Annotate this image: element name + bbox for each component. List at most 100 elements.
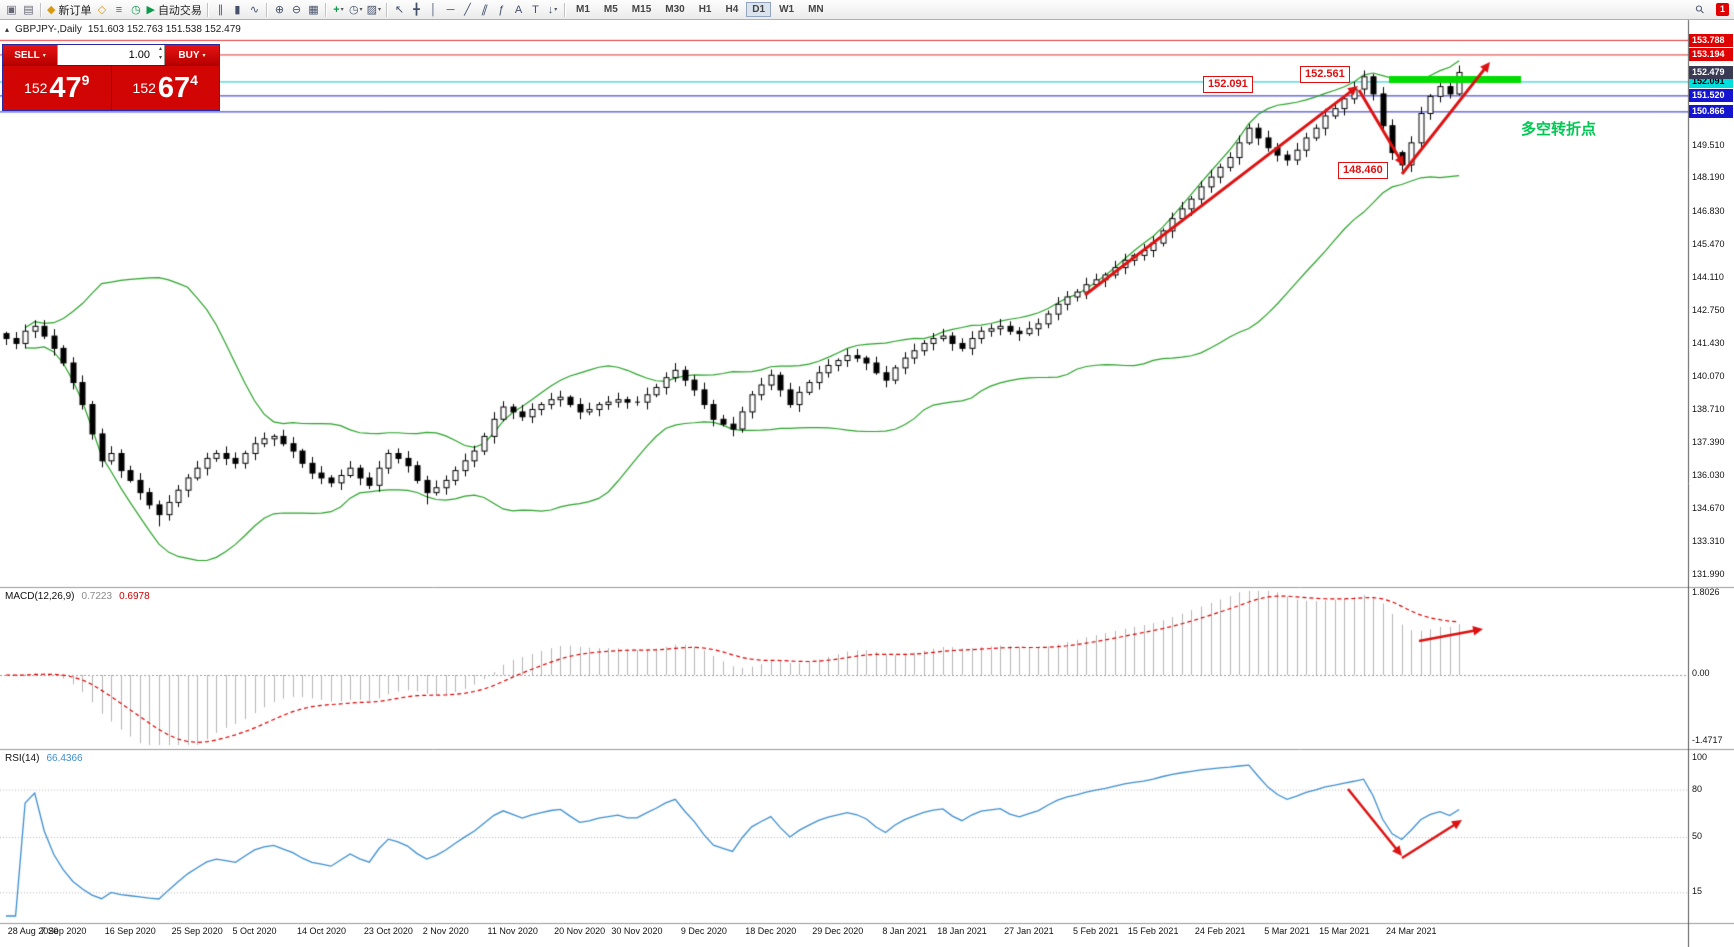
- indicators-button[interactable]: + ▾: [330, 1, 347, 19]
- date-axis-label: 5 Mar 2021: [1264, 926, 1310, 936]
- date-axis-label: 30 Nov 2020: [611, 926, 663, 936]
- channel-glyph: ∥: [479, 4, 490, 16]
- arrows-button[interactable]: ↓ ▾: [544, 1, 561, 19]
- date-axis-label: 24 Feb 2021: [1194, 926, 1246, 936]
- timeframe-m30[interactable]: M30: [659, 2, 690, 17]
- date-axis-label: 28 Aug 2020: [7, 926, 59, 936]
- sell-button[interactable]: SELL ▾: [3, 45, 57, 65]
- timeframe-m5[interactable]: M5: [598, 2, 624, 17]
- timeframe-w1[interactable]: W1: [773, 2, 800, 17]
- one-click-toggle-icon[interactable]: ▴: [5, 25, 10, 34]
- timeframe-mn[interactable]: MN: [802, 2, 830, 17]
- price-badge: 152.479: [1689, 65, 1733, 79]
- indicators-add-icon: +: [333, 3, 340, 16]
- timeframe-m15[interactable]: M15: [626, 2, 657, 17]
- date-axis-label: 2 Nov 2020: [422, 926, 469, 936]
- price-axis-tick: 134.670: [1692, 503, 1725, 514]
- buy-button[interactable]: BUY ▾: [165, 45, 219, 65]
- bar-chart-icon[interactable]: ∥: [212, 1, 229, 19]
- price-callout-152091[interactable]: 152.091: [1203, 76, 1253, 93]
- macd-scale-zero: 0.00: [1692, 668, 1710, 678]
- price-axis-tick: 144.110: [1692, 272, 1724, 283]
- timeframe-m1[interactable]: M1: [570, 2, 596, 17]
- chart-title: GBPJPY-,Daily: [15, 24, 82, 35]
- rsi-scale-50: 50: [1692, 831, 1703, 841]
- rsi-name: RSI(14): [5, 753, 40, 764]
- buy-price-pip: 4: [190, 72, 198, 88]
- chart-ohlc: 151.603 152.763 151.538 152.479: [87, 24, 241, 35]
- chevron-down-icon: ▾: [340, 7, 344, 13]
- trendline-icon[interactable]: ╱: [459, 1, 476, 19]
- timeframe-h1[interactable]: H1: [693, 2, 718, 17]
- chevron-down-icon: ▾: [377, 7, 381, 13]
- price-axis-tick: 138.710: [1692, 404, 1725, 415]
- new-order-button[interactable]: ◆ 新订单: [45, 1, 93, 19]
- trade-panel-top-row: SELL ▾ 1.00 ▴ ▾ BUY ▾: [3, 45, 219, 66]
- candlestick-chart-icon[interactable]: ▮: [229, 1, 246, 19]
- text-icon[interactable]: A: [510, 1, 527, 19]
- price-axis-tick: 131.990: [1692, 568, 1725, 579]
- price-axis-tick: 146.830: [1692, 205, 1725, 216]
- volume-input[interactable]: 1.00 ▴ ▾: [57, 45, 165, 65]
- price-axis-tick: 140.070: [1692, 370, 1725, 381]
- history-center-icon[interactable]: ◷: [127, 1, 144, 19]
- chevron-down-icon: ▾: [554, 7, 558, 13]
- date-axis-label: 24 Mar 2021: [1386, 926, 1437, 936]
- rsi-scale-15: 15: [1692, 886, 1703, 896]
- zoom-out-icon[interactable]: ⊖: [288, 1, 305, 19]
- notification-badge[interactable]: 1: [1716, 3, 1729, 16]
- crosshair-icon[interactable]: ╋: [408, 1, 425, 19]
- date-axis-label: 27 Jan 2021: [1004, 926, 1054, 936]
- date-axis-label: 15 Mar 2021: [1319, 926, 1370, 936]
- toolbar-separator: [385, 2, 388, 17]
- vertical-line-icon[interactable]: │: [425, 1, 442, 19]
- auto-trading-button[interactable]: ▶ 自动交易: [144, 1, 203, 19]
- spinner-up-icon[interactable]: ▴: [158, 46, 162, 52]
- text-label-icon[interactable]: T: [527, 1, 544, 19]
- trade-panel-prices: 152 47 9 152 67 4: [3, 66, 219, 110]
- horizontal-line-icon[interactable]: ─: [442, 1, 459, 19]
- spinner-down-icon[interactable]: ▾: [158, 55, 162, 61]
- buy-label: BUY: [178, 49, 200, 61]
- one-click-trading-panel: SELL ▾ 1.00 ▴ ▾ BUY ▾ 152 47 9 152 67 4: [2, 44, 220, 111]
- chart-window-icon[interactable]: ▣: [3, 1, 20, 19]
- chev​ron-down-icon: ▾: [202, 52, 206, 59]
- profiles-icon[interactable]: ▤: [20, 1, 37, 19]
- channel-icon[interactable]: ∥: [476, 1, 493, 19]
- timeframe-d1[interactable]: D1: [746, 2, 772, 17]
- periods-button[interactable]: ◷ ▾: [347, 1, 365, 19]
- tile-windows-icon[interactable]: ▦: [305, 1, 322, 19]
- zoom-in-icon[interactable]: ⊕: [271, 1, 288, 19]
- date-axis-label: 15 Feb 2021: [1127, 926, 1179, 936]
- date-axis-label: 18 Dec 2020: [745, 926, 797, 936]
- cursor-icon[interactable]: ↖: [391, 1, 408, 19]
- templates-button[interactable]: ▨ ▾: [365, 1, 383, 19]
- line-chart-icon[interactable]: ∿: [246, 1, 263, 19]
- toolbar-separator: [206, 2, 209, 17]
- periods-icon: ◷: [348, 4, 359, 16]
- date-axis-label: 25 Sep 2020: [171, 926, 223, 936]
- sell-price-button[interactable]: 152 47 9: [3, 66, 112, 110]
- fibonacci-icon[interactable]: ƒ: [493, 1, 510, 19]
- date-axis-label: 7 Sep 2020: [40, 926, 87, 936]
- new-order-icon: ◆: [47, 4, 56, 16]
- search-icon[interactable]: ⚲: [1692, 1, 1709, 19]
- price-axis-tick: 148.190: [1692, 172, 1725, 183]
- price-callout-152561[interactable]: 152.561: [1300, 66, 1350, 83]
- price-badge: 151.520: [1689, 89, 1733, 103]
- volume-spinner[interactable]: ▴ ▾: [159, 45, 162, 63]
- sell-price-pip: 9: [81, 72, 90, 88]
- date-axis-label: 29 Dec 2020: [812, 926, 864, 936]
- buy-price-button[interactable]: 152 67 4: [111, 66, 219, 110]
- depth-of-market-icon[interactable]: ≡: [110, 1, 127, 19]
- turning-point-note[interactable]: 多空转折点: [1521, 121, 1597, 138]
- macd-indicator-label: MACD(12,26,9) 0.7223 0.6978: [5, 591, 150, 602]
- volume-value: 1.00: [128, 49, 150, 61]
- toolbar-separator: [563, 2, 566, 17]
- date-axis-label: 20 Nov 2020: [554, 926, 606, 936]
- chevron-down-icon: ▾: [359, 7, 363, 13]
- price-callout-148460[interactable]: 148.460: [1338, 162, 1388, 179]
- symbols-icon[interactable]: ◇: [93, 1, 110, 19]
- timeframe-h4[interactable]: H4: [720, 2, 745, 17]
